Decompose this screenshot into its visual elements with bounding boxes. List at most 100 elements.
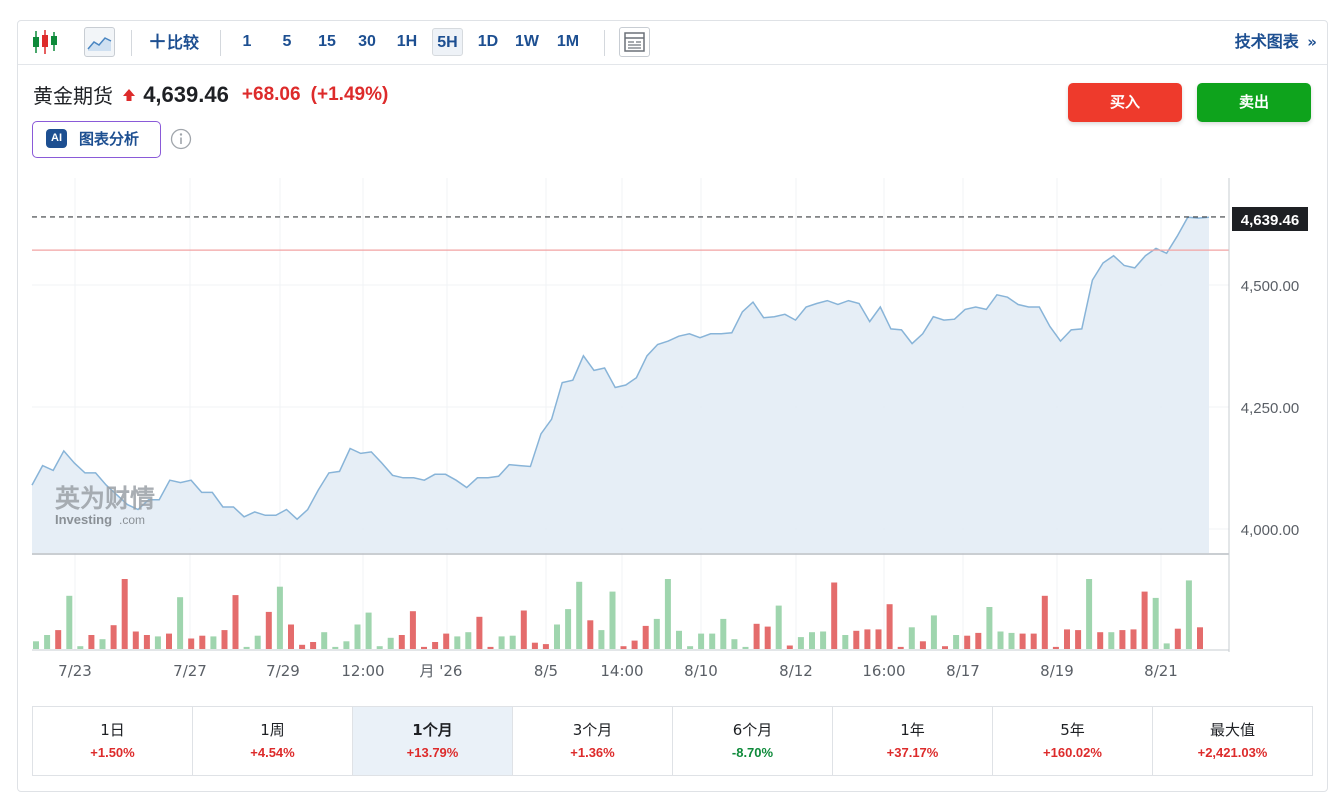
tech-chart-label: 技术图表 [1234,32,1299,51]
price-change: +68.06 [241,83,301,105]
period-3m[interactable]: 3个月 +1.36% [513,707,673,775]
volume-bar [409,611,416,649]
volume-bar [199,635,206,649]
y-axis-labels: 4,000.00 4,250.00 4,500.00 [1241,278,1299,539]
volume-bar [254,635,261,649]
volume-bar [432,642,439,649]
volume-bar [132,631,139,649]
volume-bar [897,646,904,649]
compare-button[interactable]: ＋比较 [148,28,199,56]
volume-bar [310,642,317,649]
info-icon[interactable] [170,128,192,150]
volume-bar [110,625,117,649]
volume-bar [276,586,283,649]
candlestick-icon[interactable] [30,27,60,57]
period-max[interactable]: 最大值 +2,421.03% [1153,707,1312,775]
period-1w[interactable]: 1周 +4.54% [193,707,353,775]
x-tick-label: 8/17 [946,662,980,680]
interval-1w[interactable]: 1W [515,33,539,50]
ai-chart-analysis-label: 图表分析 [79,130,140,148]
x-tick-label: 8/5 [534,662,558,680]
interval-1m[interactable]: 1M [556,33,580,50]
toolbar-divider [604,30,605,56]
volume-bar [942,646,948,649]
volume-bar [1041,595,1048,649]
interval-1[interactable]: 1 [242,33,252,50]
volume-bar [1030,633,1037,649]
volume-bar [99,639,106,649]
interval-1d[interactable]: 1D [477,33,499,50]
period-5y[interactable]: 5年 +160.02% [993,707,1153,775]
x-tick-label: 7/29 [266,662,300,680]
volume-bar [77,646,84,649]
period-label: 5年 [1060,721,1085,739]
x-tick-label: 8/19 [1040,662,1074,680]
volume-bar [387,637,394,649]
volume-bar [731,639,738,649]
volume-bar [930,615,937,649]
x-tick-label: 8/21 [1144,662,1178,680]
volume-bar [321,632,328,649]
volume-bar [809,632,815,649]
y-tick-label: 4,500.00 [1241,278,1299,295]
volume-bar [786,645,793,649]
period-value: +13.79% [406,745,459,760]
period-1d[interactable]: 1日 +1.50% [33,707,193,775]
volume-bar [919,641,926,649]
ai-chart-analysis-button[interactable]: AI 图表分析 [32,121,161,158]
volume-bar [1119,630,1126,649]
volume-bar [853,630,860,649]
volume-bar [154,636,161,649]
current-price-tag-bg [1232,207,1308,231]
volume-bar [520,610,527,649]
period-6m[interactable]: 6个月 -8.70% [673,707,833,775]
volume-bar [476,616,483,649]
period-value: -8.70% [731,745,774,760]
x-tick-label: 14:00 [600,662,643,680]
layout-button[interactable] [619,27,650,57]
period-label: 1年 [900,721,925,739]
x-tick-label: 月 '26 [420,662,463,680]
period-1m[interactable]: 1个月 +13.79% [353,707,513,775]
volume-bar [831,582,838,649]
interval-15[interactable]: 15 [318,33,336,50]
volume-bar [1075,630,1082,649]
period-label: 3个月 [572,721,613,739]
volume-bar [953,635,960,649]
volume-bar [332,646,339,649]
volume-bar [1185,580,1192,649]
instrument-name: 黄金期货 [33,84,113,108]
current-price-tag: 4,639.46 [1232,207,1308,231]
chart-widget-frame [17,20,1328,792]
volume-bar [742,646,749,649]
price-chart[interactable]: 英为财情 Investing .com 4,000.00 4,250.00 4,50… [0,0,1331,700]
volume-bar [775,605,782,649]
volume-bar [709,633,716,649]
volume-bar [121,579,128,649]
volume-bar [376,646,383,649]
area-chart-button[interactable] [84,27,115,57]
x-tick-label: 8/10 [684,662,718,680]
sell-button[interactable]: 卖出 [1197,83,1311,122]
interval-5[interactable]: 5 [282,33,292,50]
volume-bar [631,640,638,649]
volume-bar [1174,628,1181,649]
buy-button[interactable]: 买入 [1068,83,1182,122]
price-line [31,216,1210,521]
volume-bar [365,612,372,649]
volume-bar [1163,643,1170,649]
interval-30[interactable]: 30 [358,33,376,50]
volume-bar [587,620,594,649]
interval-1h[interactable]: 1H [396,33,418,50]
volume-bar [232,595,239,649]
plus-icon: ＋ [148,31,168,53]
interval-5h[interactable]: 5H [432,28,463,56]
x-tick-label: 12:00 [341,662,384,680]
period-1y[interactable]: 1年 +37.17% [833,707,993,775]
volume-bar [343,641,350,649]
tech-chart-link[interactable]: 技术图表 » [1235,28,1317,56]
watermark-en: Investing [55,512,112,527]
volume-bar [565,609,572,649]
y-tick-label: 4,000.00 [1241,522,1299,539]
volume-bar [354,624,361,649]
